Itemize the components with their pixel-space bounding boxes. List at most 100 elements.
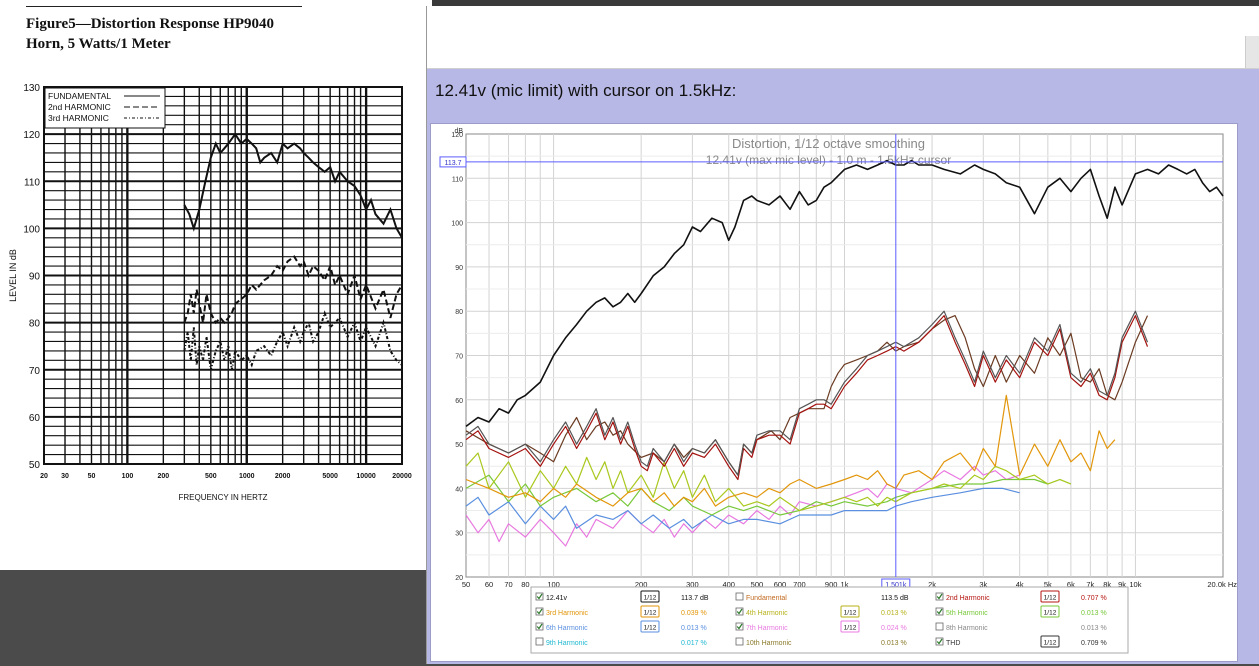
smoothing-label: 1/12 [1044,610,1057,617]
legend-name: 7th Harmonic [746,625,788,632]
checkmark-icon [936,638,943,645]
x-tick-label: 20 [40,473,48,480]
legend-checkbox[interactable] [935,637,944,646]
legend-checkbox[interactable] [535,592,544,601]
x-tick-label: 2k [928,580,936,589]
legend-checkbox[interactable] [735,637,744,646]
legend-name: 8th Harmonic [946,625,988,632]
content-area: 12.41v (mic limit) with cursor on 1.5kHz… [427,69,1259,664]
smoothing-button[interactable] [640,620,660,633]
legend-entry[interactable]: 7th Harmonic 1/12 0.024 % [735,620,907,633]
legend-entry[interactable]: 5th Harmonic 1/12 0.013 % [935,605,1107,618]
y-tick-label: 100 [23,224,40,235]
series-thd [465,310,1149,476]
x-tick-label: 50 [462,580,470,589]
legend-value: 0.709 % [1081,640,1107,647]
series-12-41v [465,159,1224,428]
smoothing-label: 1/12 [1044,640,1057,647]
x-tick-label: 200 [157,473,169,480]
series-4th-harmonic [465,452,1072,512]
smoothing-label: 1/12 [644,610,657,617]
smoothing-button[interactable] [1040,590,1060,603]
legend-entry[interactable]: 8th Harmonic 0.013 % [935,622,1107,632]
y-tick-label: 60 [29,413,41,424]
checkmark-icon [536,608,543,615]
legend-checkbox[interactable] [735,607,744,616]
x-tick-label: 10000 [356,473,376,480]
series-7th-harmonic [465,465,1020,547]
checkmark-icon [936,608,943,615]
legend-name: 2nd Harmonic [946,595,990,602]
scrollbar[interactable] [1245,36,1259,68]
legend-name: 4th Harmonic [746,610,788,617]
legend-entry[interactable]: 10th Harmonic 0.013 % [735,637,907,647]
smoothing-button[interactable] [640,605,660,618]
smoothing-label: 1/12 [1044,595,1057,602]
cursor-y-label: 113.7 [445,160,462,167]
x-tick-label: 700 [793,580,806,589]
y-tick-label: 50 [455,442,463,449]
smoothing-button[interactable] [840,605,860,618]
legend-entry[interactable]: 3rd Harmonic 1/12 0.039 % [535,605,707,618]
smoothing-button[interactable] [1040,635,1060,648]
smoothing-button[interactable] [640,590,660,603]
x-tick-label: 7k [1086,580,1094,589]
y-tick-label: 30 [455,531,463,538]
legend-entry[interactable]: 6th Harmonic 1/12 0.013 % [535,620,707,633]
legend-name: 9th Harmonic [546,640,588,647]
title-rule [26,6,302,7]
smoothing-button[interactable] [840,620,860,633]
rew-graph-panel: 20 30 40 50 60 70 80 90 100 110 120 dB 50 60 70 80 100 20… [430,123,1238,662]
legend-name: THD [946,640,960,647]
legend-entry[interactable]: 2nd Harmonic 1/12 0.707 % [935,590,1107,603]
legend-name: 5th Harmonic [946,610,988,617]
x-axis-label: FREQUENCY IN HERTZ [178,493,267,502]
x-tick-label: 50 [88,473,96,480]
legend-label: FUNDAMENTAL [48,91,111,101]
legend-checkbox[interactable] [735,622,744,631]
x-tick-label: 80 [521,580,529,589]
y-tick-label: 100 [451,221,463,228]
x-tick-label: 500 [205,473,217,480]
checkmark-icon [936,593,943,600]
legend-name: 6th Harmonic [546,625,588,632]
x-tick-label: 6k [1067,580,1075,589]
window-top-area [427,6,1259,69]
x-tick-label: 60 [485,580,493,589]
legend-entry[interactable]: Fundamental 113.5 dB [735,592,909,602]
legend-value: 113.7 dB [681,595,709,602]
y-tick-label: 50 [29,460,41,471]
x-tick-label: 20.0k Hz [1207,580,1237,589]
legend-checkbox[interactable] [535,622,544,631]
smoothing-label: 1/12 [644,625,657,632]
x-tick-label: 30 [61,473,69,480]
legend-value: 0.017 % [681,640,707,647]
legend-entry[interactable]: THD 1/12 0.709 % [935,635,1107,648]
legend-value: 0.013 % [881,640,907,647]
legend-entry[interactable]: 9th Harmonic 0.017 % [535,637,707,647]
checkmark-icon [536,623,543,630]
legend-checkbox[interactable] [935,622,944,631]
legend-checkbox[interactable] [535,637,544,646]
x-tick-label: 5k [1044,580,1052,589]
datasheet-title: Figure5—Distortion Response HP9040 Horn,… [26,14,274,54]
smoothing-button[interactable] [1040,605,1060,618]
legend-checkbox[interactable] [935,592,944,601]
y-tick-label: 120 [23,130,40,141]
legend-entry[interactable]: 4th Harmonic 1/12 0.013 % [735,605,907,618]
legend-checkbox[interactable] [535,607,544,616]
y-tick-label: 80 [455,309,463,316]
legend-label: 3rd HARMONIC [48,113,109,123]
x-tick-label: 70 [504,580,512,589]
legend-checkbox[interactable] [735,592,744,601]
legend-entry[interactable]: 12.41v 1/12 113.7 dB [535,590,709,603]
x-tick-label: 2000 [275,473,291,480]
legend-value: 0.039 % [681,610,707,617]
x-tick-label: 500 [751,580,764,589]
x-tick-label: 100 [122,473,134,480]
legend-checkbox[interactable] [935,607,944,616]
series-2nd-harmonic [465,315,1149,481]
y-tick-label: 110 [452,176,463,183]
x-tick-label: 20000 [392,473,412,480]
series-fundamental [465,315,1149,476]
